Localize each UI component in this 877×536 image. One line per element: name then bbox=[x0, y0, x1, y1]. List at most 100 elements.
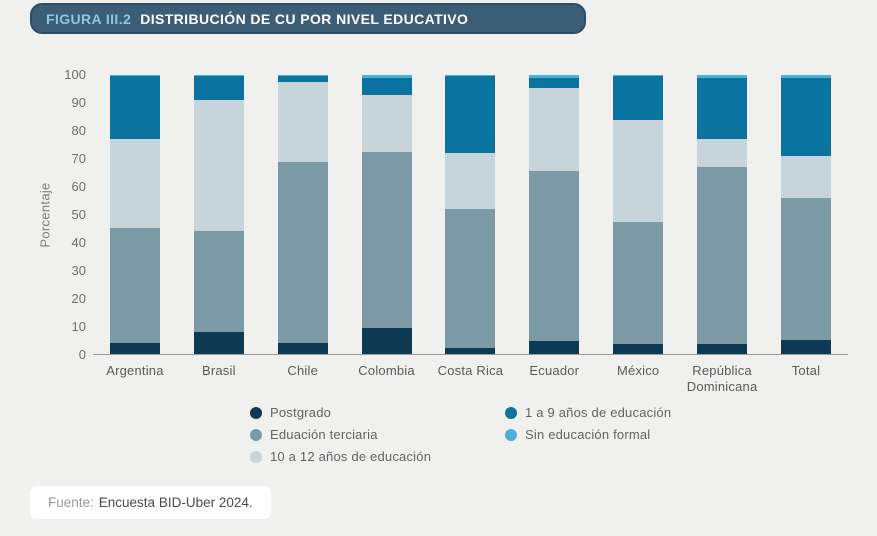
bar-segment bbox=[529, 341, 580, 354]
y-tick-label: 80 bbox=[71, 123, 86, 138]
stacked-bar-ecuador bbox=[529, 75, 580, 354]
bar-segment bbox=[529, 171, 580, 342]
y-tick-label: 30 bbox=[71, 263, 86, 278]
y-tick-label: 10 bbox=[71, 319, 86, 334]
bar-segment bbox=[193, 75, 244, 77]
bar-segment bbox=[780, 197, 831, 341]
y-axis-ticks: 0 10 20 30 40 50 60 70 80 90 100 bbox=[0, 67, 86, 362]
bar-segment bbox=[529, 75, 580, 78]
x-tick-label: Chile bbox=[287, 363, 318, 378]
x-tick-label: Argentina bbox=[106, 363, 164, 378]
legend-swatch-icon bbox=[505, 406, 517, 419]
bar-segment bbox=[445, 348, 496, 354]
legend-swatch-icon bbox=[250, 428, 262, 441]
bar-segment bbox=[277, 75, 328, 77]
y-tick-label: 90 bbox=[71, 95, 86, 110]
x-tick-label: Brasil bbox=[201, 363, 236, 378]
stacked-bar-chile bbox=[277, 75, 328, 354]
bar-segment bbox=[697, 139, 748, 168]
legend-item: 10 a 12 años de educación bbox=[250, 449, 450, 464]
bar-segment bbox=[613, 344, 664, 354]
stacked-bar-colombia bbox=[361, 75, 412, 354]
bar-segment bbox=[361, 327, 412, 354]
bar-segment bbox=[445, 153, 496, 209]
bar-segment bbox=[445, 76, 496, 154]
source-note: Fuente: Encuesta BID-Uber 2024. bbox=[30, 486, 271, 519]
legend-label: 10 a 12 años de educación bbox=[270, 449, 432, 464]
bar-segment bbox=[361, 75, 412, 78]
figure-title: DISTRIBUCIÓN DE CU POR NIVEL EDUCATIVO bbox=[140, 10, 469, 27]
bar-segment bbox=[780, 340, 831, 354]
y-tick-label: 50 bbox=[71, 207, 86, 222]
figure-number-label: FIGURA III.2 bbox=[46, 10, 132, 27]
bar-segment bbox=[193, 231, 244, 332]
y-tick-label: 40 bbox=[71, 235, 86, 250]
figure-title-bar: FIGURA III.2 DISTRIBUCIÓN DE CU POR NIVE… bbox=[30, 3, 586, 34]
source-prefix: Fuente: bbox=[48, 495, 94, 510]
stacked-bar-total bbox=[780, 75, 831, 354]
bar-segment bbox=[361, 151, 412, 328]
y-tick-label: 70 bbox=[71, 151, 86, 166]
chart-legend: Postgrado Eduación terciaria 10 a 12 años … bbox=[250, 405, 705, 464]
legend-swatch-icon bbox=[250, 406, 262, 419]
stacked-bar-argentina bbox=[109, 75, 160, 354]
bar-segment bbox=[697, 167, 748, 345]
stacked-bar-m-xico bbox=[613, 75, 664, 354]
y-tick-label: 0 bbox=[78, 347, 86, 362]
bar-segment bbox=[613, 221, 664, 345]
legend-label: 1 a 9 años de educación bbox=[525, 405, 672, 420]
bar-segment bbox=[613, 119, 664, 222]
x-tick-label: Ecuador bbox=[529, 363, 580, 378]
bar-segment bbox=[109, 75, 160, 77]
legend-swatch-icon bbox=[250, 450, 262, 463]
bar-segment bbox=[277, 342, 328, 354]
y-tick-label: 60 bbox=[71, 179, 86, 194]
bar-segment bbox=[193, 100, 244, 232]
x-tick-label: Total bbox=[791, 363, 821, 378]
x-tick-label: Colombia bbox=[358, 363, 415, 378]
bar-segment bbox=[697, 77, 748, 140]
bar-segment bbox=[445, 75, 496, 77]
stacked-bar-rep-blica-dominicana bbox=[697, 75, 748, 354]
legend-item: 1 a 9 años de educación bbox=[505, 405, 705, 420]
bar-segment bbox=[193, 76, 244, 101]
source-text: Encuesta BID-Uber 2024. bbox=[98, 495, 253, 510]
x-axis-labels: Argentina Brasil Chile Colombia Costa Rica Ec… bbox=[93, 363, 848, 395]
stacked-bar-brasil bbox=[193, 75, 244, 354]
bar-segment bbox=[697, 344, 748, 354]
bar-segment bbox=[780, 77, 831, 156]
bar-segment bbox=[780, 75, 831, 78]
legend-column: Postgrado Eduación terciaria 10 a 12 años … bbox=[250, 405, 450, 464]
x-tick-label: México bbox=[616, 363, 660, 378]
plot-bars bbox=[93, 75, 848, 354]
bar-segment bbox=[109, 76, 160, 140]
y-tick-label: 20 bbox=[71, 291, 86, 306]
bar-segment bbox=[277, 82, 328, 162]
stacked-bar-costa-rica bbox=[445, 75, 496, 354]
bar-segment bbox=[529, 77, 580, 88]
bar-segment bbox=[109, 139, 160, 229]
bar-segment bbox=[361, 77, 412, 95]
bar-segment bbox=[277, 161, 328, 343]
legend-item: Eduación terciaria bbox=[250, 427, 450, 442]
bar-segment bbox=[193, 331, 244, 354]
x-tick-label: República Dominicana bbox=[686, 363, 758, 394]
legend-label: Sin educación formal bbox=[525, 427, 651, 442]
bar-segment bbox=[445, 208, 496, 349]
legend-label: Postgrado bbox=[270, 405, 332, 420]
legend-item: Postgrado bbox=[250, 405, 450, 420]
bar-segment bbox=[613, 76, 664, 120]
legend-swatch-icon bbox=[505, 428, 517, 441]
bar-segment bbox=[780, 155, 831, 198]
bar-segment bbox=[529, 87, 580, 172]
legend-item: Sin educación formal bbox=[505, 427, 705, 442]
legend-label: Eduación terciaria bbox=[270, 427, 378, 442]
bar-segment bbox=[613, 75, 664, 77]
bar-segment bbox=[277, 76, 328, 82]
legend-column: 1 a 9 años de educación Sin educación for… bbox=[505, 405, 705, 464]
bar-segment bbox=[697, 75, 748, 78]
plot-area bbox=[93, 75, 848, 355]
bar-segment bbox=[109, 342, 160, 354]
y-tick-label: 100 bbox=[64, 67, 86, 82]
bar-segment bbox=[109, 228, 160, 343]
